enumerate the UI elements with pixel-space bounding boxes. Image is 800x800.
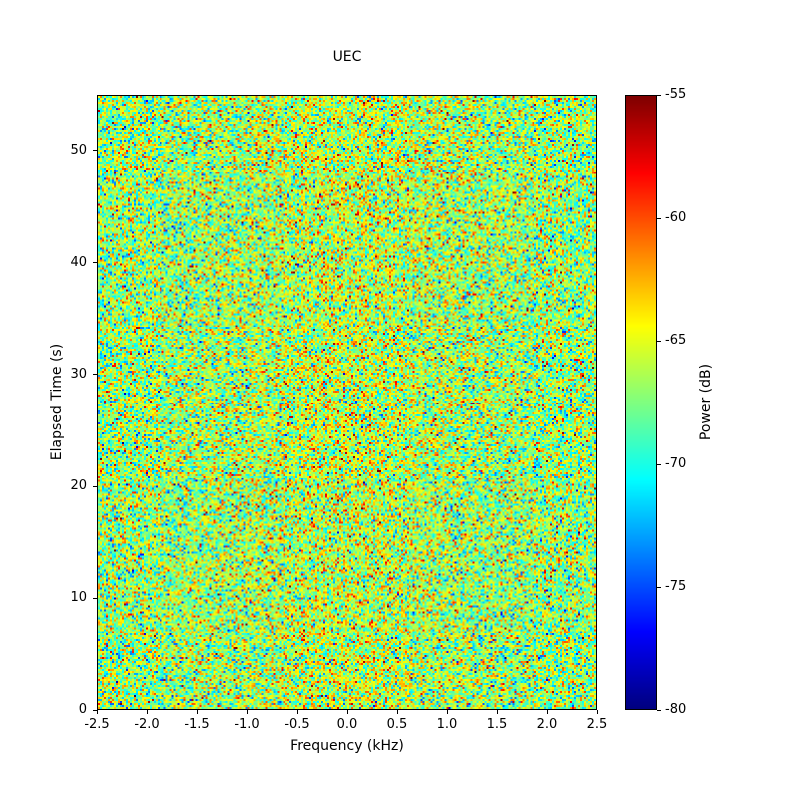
x-tick-mark — [146, 710, 148, 714]
y-tick-mark — [93, 150, 97, 152]
y-tick-label: 40 — [70, 254, 87, 270]
colorbar-label: Power (dB) — [698, 363, 714, 441]
colorbar-tick-label: -80 — [665, 702, 687, 717]
colorbar-tick-mark — [657, 586, 661, 588]
y-tick-label: 0 — [78, 702, 87, 717]
y-tick-mark — [93, 709, 97, 711]
colorbar-tick-label: -60 — [665, 210, 687, 225]
colorbar-tick-label: -55 — [665, 87, 687, 102]
chart-title: UEC — [332, 49, 362, 65]
colorbar — [625, 95, 657, 710]
heatmap-canvas — [98, 96, 596, 709]
colorbar-tick-mark — [657, 463, 661, 465]
y-tick-mark — [93, 374, 97, 376]
colorbar-tick-mark — [657, 709, 661, 711]
colorbar-ticks: -55 -60 -65 -70 -75 -80 — [657, 87, 703, 717]
y-axis-label: Elapsed Time (s) — [49, 343, 65, 461]
x-tick-mark — [546, 710, 548, 714]
x-tick-label: 0.5 — [386, 717, 408, 732]
y-tick-label: 20 — [70, 478, 87, 494]
colorbar-tick-label: -65 — [665, 333, 687, 348]
colorbar-canvas — [626, 96, 656, 709]
x-tick-label: -2.0 — [134, 717, 160, 732]
plot-area — [97, 95, 597, 710]
x-tick-mark — [346, 710, 348, 714]
x-tick-mark — [296, 710, 298, 714]
colorbar-tick-label: -75 — [665, 579, 687, 594]
x-tick-label: -0.5 — [284, 717, 310, 732]
x-tick-mark — [246, 710, 248, 714]
x-tick-label: -1.0 — [234, 717, 260, 732]
x-tick-label: -2.5 — [84, 717, 110, 732]
y-axis-ticks: 0 10 20 30 40 50 — [53, 95, 97, 717]
colorbar-tick-mark — [657, 217, 661, 219]
x-tick-label: 2.5 — [586, 717, 608, 732]
x-tick-label: 1.5 — [486, 717, 508, 732]
y-tick-mark — [93, 597, 97, 599]
x-tick-label: 1.0 — [436, 717, 458, 732]
x-tick-label: 0.0 — [336, 717, 358, 732]
x-tick-label: 2.0 — [536, 717, 558, 732]
x-tick-mark — [396, 710, 398, 714]
x-tick-mark — [96, 710, 98, 714]
colorbar-tick-label: -70 — [665, 456, 687, 471]
x-tick-mark — [196, 710, 198, 714]
x-axis-label: Frequency (kHz) — [290, 738, 404, 754]
y-tick-mark — [93, 485, 97, 487]
x-tick-mark — [496, 710, 498, 714]
x-axis-ticks: -2.5 -2.0 -1.5 -1.0 -0.5 0.0 0.5 1.0 1.5 2.0 2.5 — [84, 710, 607, 755]
y-tick-label: 50 — [70, 142, 87, 158]
y-tick-mark — [93, 262, 97, 264]
y-tick-label: 30 — [70, 366, 87, 382]
x-tick-label: -1.5 — [184, 717, 210, 732]
colorbar-tick-mark — [657, 340, 661, 342]
x-tick-mark — [596, 710, 598, 714]
colorbar-tick-mark — [657, 94, 661, 96]
y-tick-label: 10 — [70, 590, 87, 606]
x-tick-mark — [446, 710, 448, 714]
